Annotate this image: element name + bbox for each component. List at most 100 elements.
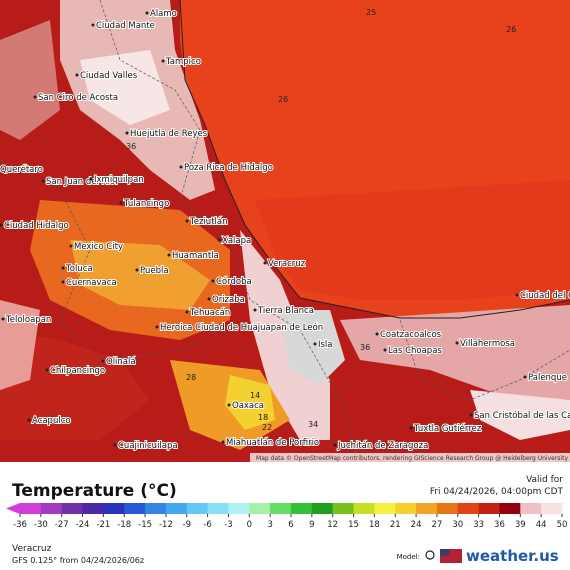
colorbar-segment (207, 503, 229, 514)
colorbar-tick-label: -21 (96, 520, 110, 530)
city-dot (469, 413, 473, 417)
city-label: Oaxaca (232, 401, 264, 411)
model-run: GFS 0.125° from 04/24/2026/06z (12, 556, 144, 565)
city-dot (61, 266, 65, 270)
city-dot (27, 418, 31, 422)
west-highland (0, 20, 60, 140)
colorbar-tick-label: -30 (34, 520, 48, 530)
city-label: Cuajinicuilapa (118, 441, 178, 451)
city-dot (179, 165, 183, 169)
city-label: Córdoba (216, 276, 252, 287)
colorbar-segment (103, 503, 125, 514)
city-dot (135, 268, 139, 272)
city-dot (155, 325, 159, 329)
temperature-label: 36 (360, 343, 370, 352)
colorbar-segment (124, 503, 146, 514)
city-dot (61, 280, 65, 284)
colorbar-segment (499, 503, 521, 514)
colorbar-segment (416, 503, 438, 514)
city-label: Ciudad Mante (96, 21, 155, 31)
colorbar-tick-label: 15 (348, 520, 359, 530)
city-label: Tampico (165, 57, 201, 67)
location: Veracruz (12, 544, 52, 554)
colorbar-segment (228, 503, 250, 514)
colorbar-tick-label: 6 (288, 520, 293, 530)
city-label: Cuernavaca (66, 278, 117, 288)
colorbar: -36 -30 -27 -24 -21 -18 -15 -12 -9 -6 -3 0 3 6 9 12 15 18… (6, 503, 567, 530)
city-label: Tierra Blanca (257, 306, 314, 316)
oaxaca-hot (225, 375, 275, 430)
city-dot (185, 310, 189, 314)
city-label: Xalapa (222, 236, 251, 246)
colorbar-segment (457, 503, 480, 514)
colorbar-segment (478, 503, 500, 514)
city-dot (333, 443, 337, 447)
city-label: Ixmiquilpan (94, 175, 144, 185)
city-dot (253, 308, 257, 312)
colorbar-tick-label: 36 (494, 520, 505, 530)
city-label: Villahermosa (460, 339, 515, 349)
temperature-label: 22 (262, 423, 272, 432)
model-label: Model: (397, 553, 420, 561)
city-dot (91, 23, 95, 27)
colorbar-segment (270, 503, 292, 514)
city-dot (167, 253, 171, 257)
temperature-label: 34 (308, 420, 318, 429)
city-dot (119, 201, 123, 205)
city-label: Juchitán de Zaragoza (337, 441, 428, 451)
colorbar-segment (436, 503, 459, 514)
city-label: Tuxtla Gutiérrez (413, 423, 482, 434)
city-label: Acapulco (32, 416, 71, 426)
city-dot (0, 223, 3, 227)
city-dot (263, 261, 267, 265)
mountain-cold (80, 50, 170, 125)
map: Alamo Ciudad Mante Tampico Ciudad Valles San… (0, 0, 570, 462)
colorbar-tick-label: 33 (473, 520, 484, 530)
coastline (179, 0, 570, 319)
valid-time: Fri 04/24/2026, 04:00pm CDT (430, 487, 564, 497)
city-label: Mexico City (74, 242, 123, 252)
city-dot (33, 95, 37, 99)
colorbar-segment (145, 503, 167, 514)
city-dot (409, 426, 413, 430)
city-dot (69, 244, 73, 248)
city-label: Teziutlán (189, 217, 227, 227)
city-dot (375, 332, 379, 336)
city-label: San Cristóbal de las Casas (474, 410, 570, 421)
colorbar-segment (541, 503, 563, 514)
city-dot (75, 73, 79, 77)
colorbar-tick-label: -27 (55, 520, 69, 530)
colorbar-segment (291, 503, 313, 514)
city-dot (1, 317, 5, 321)
west-cool (0, 300, 40, 390)
city-dot (185, 219, 189, 223)
colorbar-segment (311, 503, 334, 514)
colorbar-segment (20, 503, 42, 514)
city-dot (207, 297, 211, 301)
brand[interactable]: weather.us (466, 547, 559, 565)
city-label: Ciudad Valles (80, 71, 138, 81)
attribution: Map data © OpenStreetMap contributors, r… (256, 455, 568, 462)
legend: Temperature (°C) Valid for Fri 04/24/202… (6, 475, 567, 565)
city-dot (515, 293, 519, 297)
colorbar-tick-label: -9 (183, 520, 191, 530)
colorbar-segment (374, 503, 396, 514)
city-label: Coatzacoalcos (380, 330, 442, 340)
city-dot (145, 11, 149, 15)
colorbar-segment (165, 503, 188, 514)
colorbar-segment (61, 503, 84, 514)
temperature-label: 14 (250, 391, 260, 400)
city-label: Tehuacán (189, 308, 230, 318)
temperature-label: 18 (258, 413, 268, 422)
colorbar-segment (40, 503, 63, 514)
city-label: Palenque (528, 373, 567, 383)
temperature-label: 36 (126, 142, 136, 151)
city-label: Miahuatlán de Porfirio (226, 438, 319, 448)
city-label: Poza Rica de Hidalgo (184, 163, 273, 173)
city-dot (113, 443, 117, 447)
city-label: Chilpancingo (50, 366, 105, 376)
colorbar-tick-label: -24 (76, 520, 90, 530)
city-dot (89, 177, 93, 181)
tabasco-area (340, 305, 570, 400)
colorbar-tick-label: -6 (203, 520, 211, 530)
